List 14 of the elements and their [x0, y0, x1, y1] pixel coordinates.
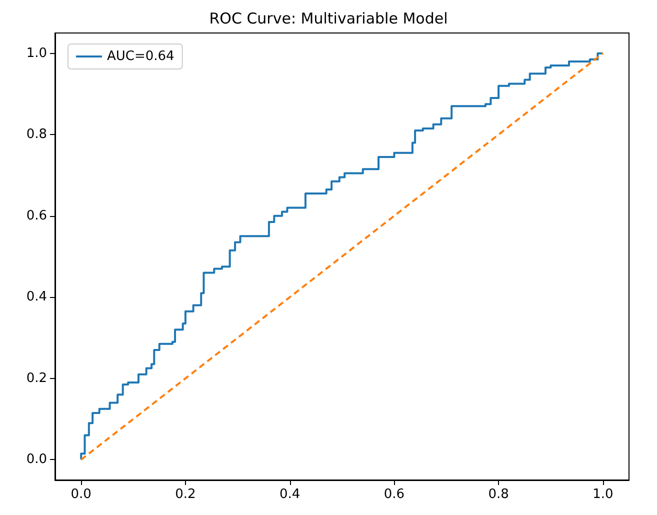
x-tick-label: 0.8 [488, 487, 509, 502]
y-tick-label: 0.6 [26, 208, 47, 224]
x-tick-label: 0.2 [175, 487, 196, 502]
y-tick-label: 0.8 [26, 127, 47, 142]
y-tick-label: 0.4 [26, 290, 47, 305]
legend-label: AUC=0.64 [107, 49, 174, 64]
y-tick-label: 0.0 [26, 452, 47, 468]
chart-title: ROC Curve: Multivariable Model [209, 10, 448, 28]
x-tick-label: 0.6 [384, 487, 405, 502]
y-tick-label: 0.2 [26, 370, 47, 386]
x-tick-label: 1.0 [592, 487, 614, 502]
y-tick-label: 1.0 [26, 46, 47, 61]
x-tick-label: 0.4 [279, 487, 300, 502]
x-tick-label: 0.0 [70, 487, 92, 502]
